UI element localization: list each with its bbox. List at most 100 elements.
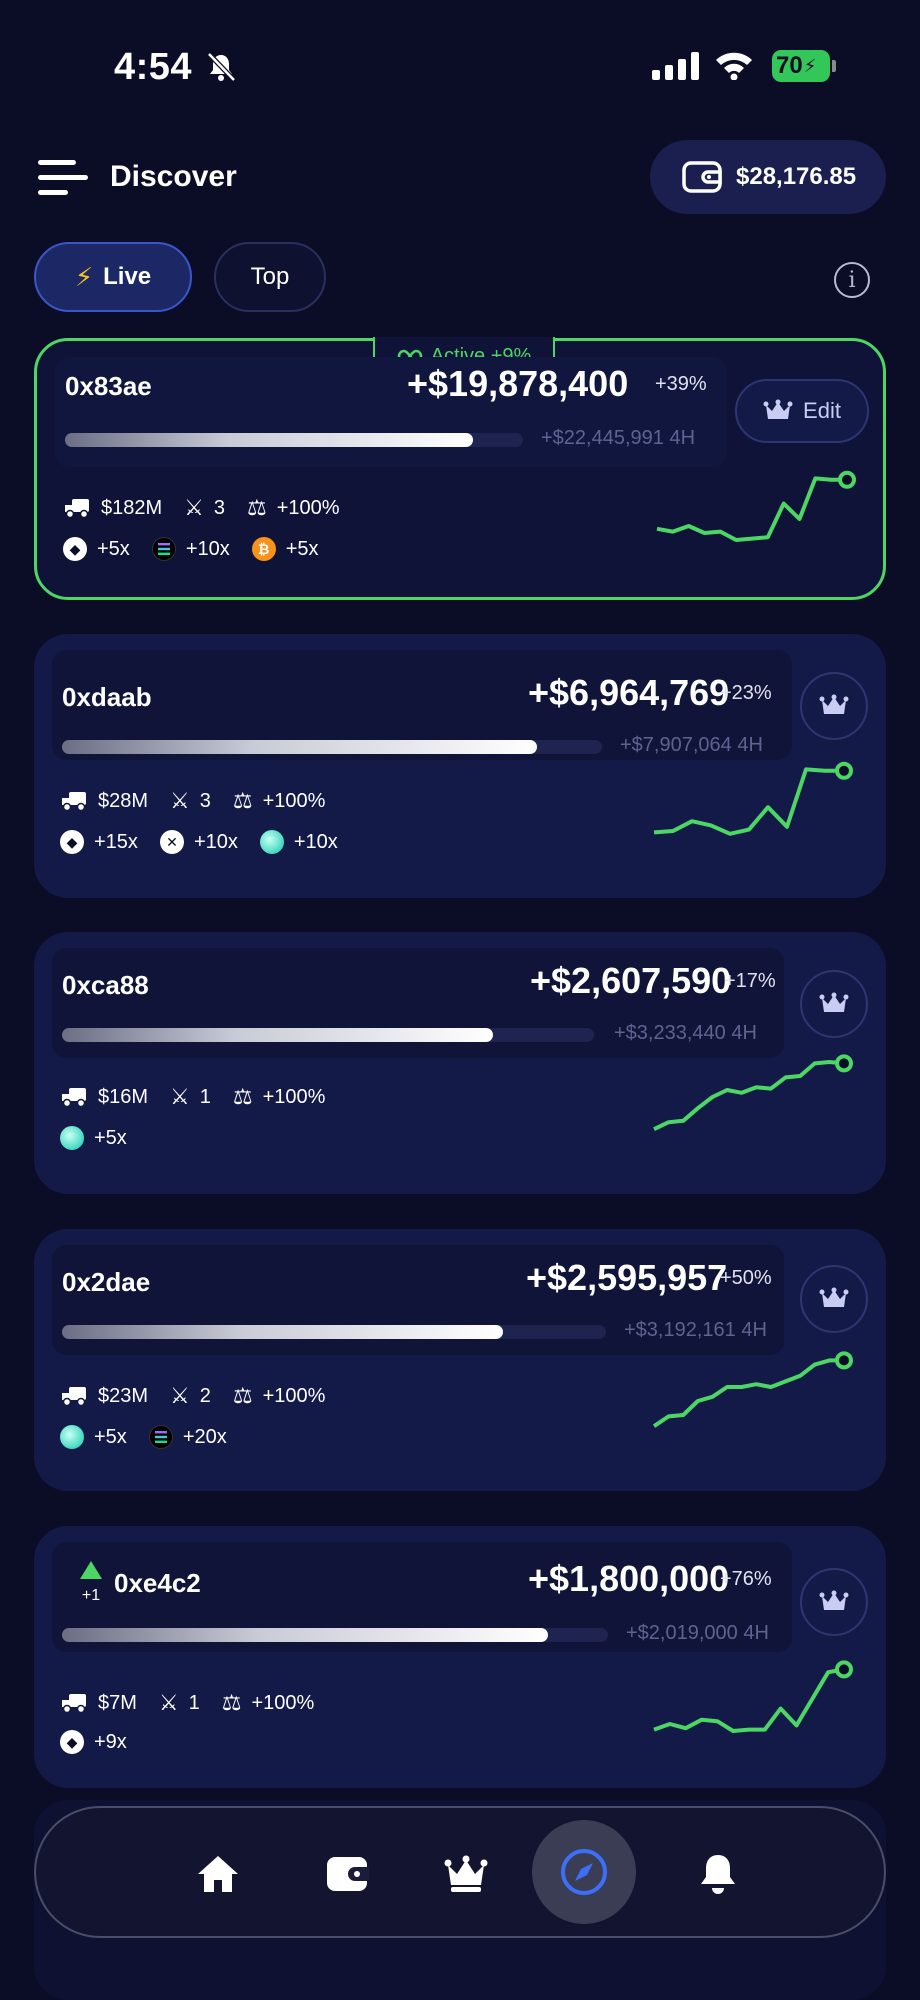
trader-card[interactable]: +1 0xe4c2 +$1,800,000 +76% +$2,019,000 4…	[34, 1526, 886, 1788]
scale-icon: ⚖	[247, 495, 267, 520]
winrate-value: +100%	[262, 1085, 326, 1108]
sub-pnl: +$3,233,440 4H	[614, 1022, 757, 1044]
sol-icon	[148, 1425, 173, 1449]
trader-name: 0x83ae	[65, 371, 152, 401]
wifi-icon	[716, 52, 752, 80]
trader-card[interactable]: 0x2dae +$2,595,957 +50% +$3,192,161 4H $…	[34, 1229, 886, 1491]
truck-icon	[62, 1694, 86, 1714]
position-leverage: +5x	[94, 1126, 127, 1149]
trader-card[interactable]: Active +9% 0x83ae +$19,878,400 +39% +$22…	[34, 337, 886, 600]
trader-card[interactable]: 0xdaab +$6,964,769 +23% +$7,907,064 4H $…	[34, 634, 886, 898]
wallet-icon	[327, 1857, 369, 1891]
trades-value: 3	[199, 789, 211, 812]
nav-home[interactable]	[188, 1844, 248, 1904]
wallet-balance-button[interactable]: $28,176.85	[650, 140, 886, 214]
menu-icon[interactable]	[38, 158, 88, 198]
truck-icon	[62, 1387, 86, 1407]
winrate-stat: ⚖ +100%	[233, 788, 326, 814]
position-leverage: +20x	[182, 1425, 227, 1448]
crown-icon	[819, 694, 849, 714]
volume-value: $16M	[98, 1085, 149, 1108]
pnl-panel: +1 0xe4c2 +$1,800,000 +76% +$2,019,000 4…	[52, 1542, 792, 1652]
xrp-icon: ✕	[159, 830, 184, 854]
trades-stat: ⚔ 2	[170, 1383, 211, 1409]
stats-row: $7M ⚔ 1 ⚖ +100%	[60, 1690, 336, 1716]
stats-row: $16M ⚔ 1 ⚖ +100%	[60, 1084, 347, 1110]
pnl-percent: +50%	[720, 1267, 772, 1289]
eth-icon: ◆	[60, 1730, 84, 1754]
truck-icon	[62, 792, 86, 812]
info-icon[interactable]: i	[834, 262, 870, 298]
trades-stat: ⚔ 1	[170, 1084, 211, 1110]
sparkline-path	[653, 767, 844, 836]
teal-coin-icon	[60, 1126, 84, 1150]
status-bar: 4:54 70 ⚡	[0, 0, 920, 130]
battery-level: 70	[776, 52, 803, 79]
copy-trader-button[interactable]	[800, 672, 868, 740]
pnl-value: +$6,964,769	[528, 672, 730, 713]
sparkline-endpoint	[835, 1054, 853, 1073]
edit-button[interactable]: Edit	[735, 379, 869, 443]
copy-trader-button[interactable]	[800, 1568, 868, 1636]
bell-icon	[701, 1855, 735, 1894]
trader-card[interactable]: 0xca88 +$2,607,590 +17% +$3,233,440 4H $…	[34, 932, 886, 1194]
sparkline	[652, 1351, 853, 1428]
pnl-panel: 0x2dae +$2,595,957 +50% +$3,192,161 4H	[52, 1245, 784, 1355]
lightning-icon: ⚡	[74, 261, 94, 292]
pnl-value: +$1,800,000	[528, 1558, 730, 1599]
position-item: +5x	[60, 1126, 127, 1150]
scale-icon: ⚖	[232, 788, 253, 813]
nav-discover[interactable]	[532, 1820, 636, 1924]
position-item: ✕ +10x	[159, 830, 238, 854]
sparkline-path	[656, 476, 847, 542]
scale-icon: ⚖	[232, 1383, 253, 1408]
trades-value: 3	[213, 496, 226, 519]
nav-notifications[interactable]	[688, 1844, 748, 1904]
pnl-value: +$2,595,957	[526, 1257, 728, 1298]
sub-pnl: +$22,445,991 4H	[541, 427, 696, 449]
pnl-value: +$2,607,590	[530, 960, 732, 1001]
sparkline	[656, 470, 856, 542]
crown-icon	[819, 1287, 849, 1307]
bell-off-icon	[207, 52, 236, 82]
winrate-value: +100%	[262, 1384, 326, 1407]
trader-name: 0xca88	[62, 970, 149, 1000]
battery-icon: 70 ⚡	[772, 50, 830, 82]
progress-bar	[62, 1628, 608, 1642]
nav-wallet[interactable]	[318, 1844, 378, 1904]
stats-row: $182M ⚔ 3 ⚖ +100%	[63, 495, 362, 521]
position-leverage: +10x	[193, 830, 238, 853]
crown-icon	[763, 399, 793, 419]
progress-fill	[62, 1628, 548, 1642]
position-item: +5x	[60, 1425, 127, 1449]
sparkline-endpoint	[835, 1351, 853, 1370]
sparkline-endpoint	[838, 470, 856, 489]
compass-icon	[561, 1849, 607, 1895]
trader-name: 0xe4c2	[114, 1568, 201, 1598]
rank-up-icon	[80, 1561, 102, 1579]
sparkline-path	[652, 1358, 844, 1428]
crown-icon	[444, 1855, 488, 1892]
volume-value: $28M	[98, 789, 149, 812]
progress-bar	[62, 740, 602, 754]
copy-trader-button[interactable]	[800, 970, 868, 1038]
edit-button-label: Edit	[803, 398, 841, 423]
tab-live[interactable]: ⚡ Live	[34, 242, 192, 312]
pnl-percent: +76%	[720, 1568, 772, 1590]
btc-icon: ₿	[251, 537, 276, 561]
sparkline	[653, 761, 853, 836]
tab-top[interactable]: Top	[214, 242, 326, 312]
volume-value: $23M	[98, 1384, 149, 1407]
volume-value: $182M	[101, 496, 163, 519]
sparkline	[653, 1660, 853, 1733]
progress-bar	[65, 433, 523, 447]
position-leverage: +10x	[185, 537, 230, 560]
progress-bar	[62, 1325, 606, 1339]
position-item: +10x	[259, 830, 338, 854]
positions-row: ◆ +5x +10x ₿ +5x	[63, 537, 341, 561]
sparkline-path	[653, 1667, 845, 1733]
progress-fill	[65, 433, 473, 447]
wallet-icon	[682, 161, 722, 193]
copy-trader-button[interactable]	[800, 1265, 868, 1333]
nav-leaderboard[interactable]	[436, 1844, 496, 1904]
